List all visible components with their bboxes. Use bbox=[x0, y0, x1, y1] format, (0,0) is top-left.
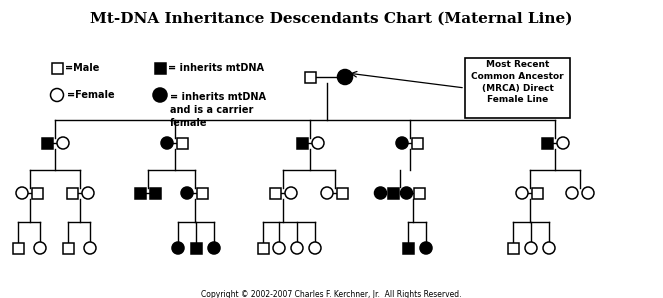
Bar bbox=[67, 187, 78, 198]
Ellipse shape bbox=[582, 187, 594, 199]
Ellipse shape bbox=[208, 242, 220, 254]
Bar bbox=[412, 137, 423, 148]
Ellipse shape bbox=[57, 137, 69, 149]
Bar bbox=[197, 187, 208, 198]
Ellipse shape bbox=[82, 187, 94, 199]
Bar bbox=[532, 187, 543, 198]
Ellipse shape bbox=[181, 187, 193, 199]
Text: = inherits mtDNA: = inherits mtDNA bbox=[168, 63, 265, 73]
Ellipse shape bbox=[172, 242, 184, 254]
Ellipse shape bbox=[543, 242, 555, 254]
Bar bbox=[402, 243, 414, 254]
Bar bbox=[150, 187, 161, 198]
Bar bbox=[13, 243, 23, 254]
Text: =Female: =Female bbox=[66, 90, 114, 100]
Bar bbox=[270, 187, 281, 198]
Text: Copyright © 2002-2007 Charles F. Kerchner, Jr.  All Rights Reserved.: Copyright © 2002-2007 Charles F. Kerchne… bbox=[202, 290, 461, 298]
Ellipse shape bbox=[525, 242, 537, 254]
Ellipse shape bbox=[321, 187, 333, 199]
Ellipse shape bbox=[337, 69, 353, 85]
Ellipse shape bbox=[161, 137, 173, 149]
Ellipse shape bbox=[291, 242, 303, 254]
Bar bbox=[190, 243, 202, 254]
Bar bbox=[135, 187, 146, 198]
Text: = inherits mtDNA
and is a carrier
female: = inherits mtDNA and is a carrier female bbox=[170, 92, 266, 128]
Bar bbox=[388, 187, 399, 198]
Bar bbox=[62, 243, 74, 254]
Text: =Male: =Male bbox=[66, 63, 100, 73]
Ellipse shape bbox=[420, 242, 432, 254]
Ellipse shape bbox=[285, 187, 297, 199]
Ellipse shape bbox=[396, 137, 408, 149]
Bar bbox=[304, 72, 316, 83]
Ellipse shape bbox=[16, 187, 28, 199]
Bar bbox=[32, 187, 43, 198]
Text: Most Recent
Common Ancestor
(MRCA) Direct
Female Line: Most Recent Common Ancestor (MRCA) Direc… bbox=[471, 60, 564, 104]
Ellipse shape bbox=[34, 242, 46, 254]
Bar bbox=[42, 137, 53, 148]
Ellipse shape bbox=[309, 242, 321, 254]
Ellipse shape bbox=[557, 137, 569, 149]
Bar bbox=[154, 63, 166, 74]
Ellipse shape bbox=[84, 242, 96, 254]
Ellipse shape bbox=[400, 187, 412, 199]
Ellipse shape bbox=[566, 187, 578, 199]
Bar bbox=[337, 187, 348, 198]
Bar bbox=[52, 63, 62, 74]
Ellipse shape bbox=[273, 242, 285, 254]
Bar bbox=[465, 58, 570, 118]
Text: Mt-DNA Inheritance Descendants Chart (Maternal Line): Mt-DNA Inheritance Descendants Chart (Ma… bbox=[90, 12, 573, 26]
Ellipse shape bbox=[375, 187, 387, 199]
Ellipse shape bbox=[153, 88, 167, 102]
Bar bbox=[414, 187, 425, 198]
Bar bbox=[507, 243, 518, 254]
Ellipse shape bbox=[516, 187, 528, 199]
Bar bbox=[257, 243, 269, 254]
Bar bbox=[177, 137, 188, 148]
Ellipse shape bbox=[312, 137, 324, 149]
Bar bbox=[297, 137, 308, 148]
Bar bbox=[542, 137, 553, 148]
Ellipse shape bbox=[50, 89, 64, 102]
